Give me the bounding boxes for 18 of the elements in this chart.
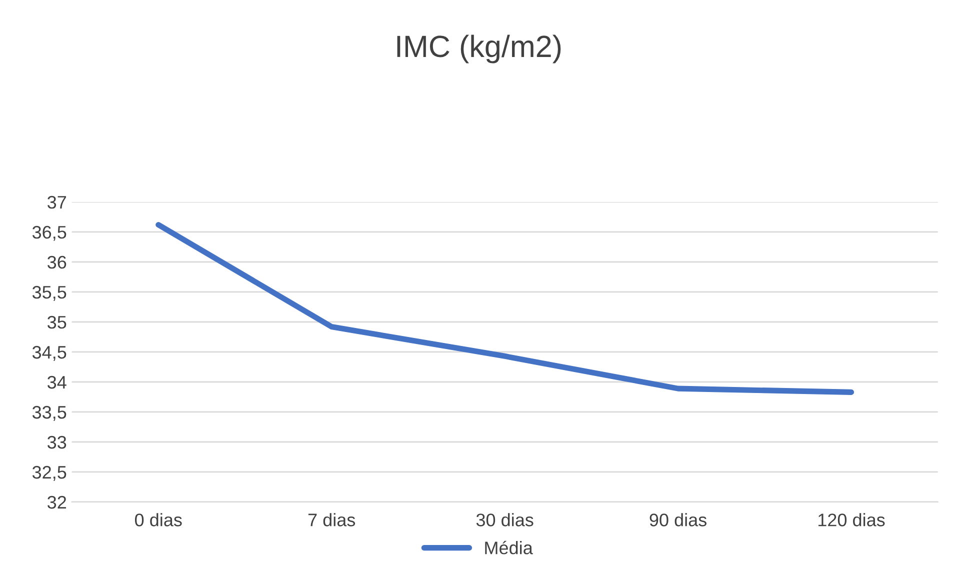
y-tick-label: 36 xyxy=(48,256,66,269)
legend-label: Média xyxy=(485,540,533,554)
y-tick-label: 35 xyxy=(48,316,66,329)
x-tick-label: 0 dias xyxy=(135,513,182,526)
y-tick-label: 32,5 xyxy=(32,466,66,481)
y-tick-label: 34 xyxy=(48,376,66,389)
y-tick-label: 33 xyxy=(48,436,66,449)
y-tick-label: 35,5 xyxy=(32,286,66,301)
chart-title: IMC (kg/m2) xyxy=(397,34,561,64)
x-tick-label: 120 dias xyxy=(818,513,885,526)
x-tick-label: 90 dias xyxy=(650,513,706,526)
x-tick-label: 30 dias xyxy=(476,513,534,526)
y-tick-label: 32 xyxy=(48,496,66,509)
x-tick-label: 7 dias xyxy=(308,513,356,526)
y-tick-label: 36,5 xyxy=(32,226,66,241)
y-tick-label: 33,5 xyxy=(32,406,66,421)
y-tick-label: 34,5 xyxy=(32,346,66,361)
y-tick-label: 37 xyxy=(48,196,66,209)
